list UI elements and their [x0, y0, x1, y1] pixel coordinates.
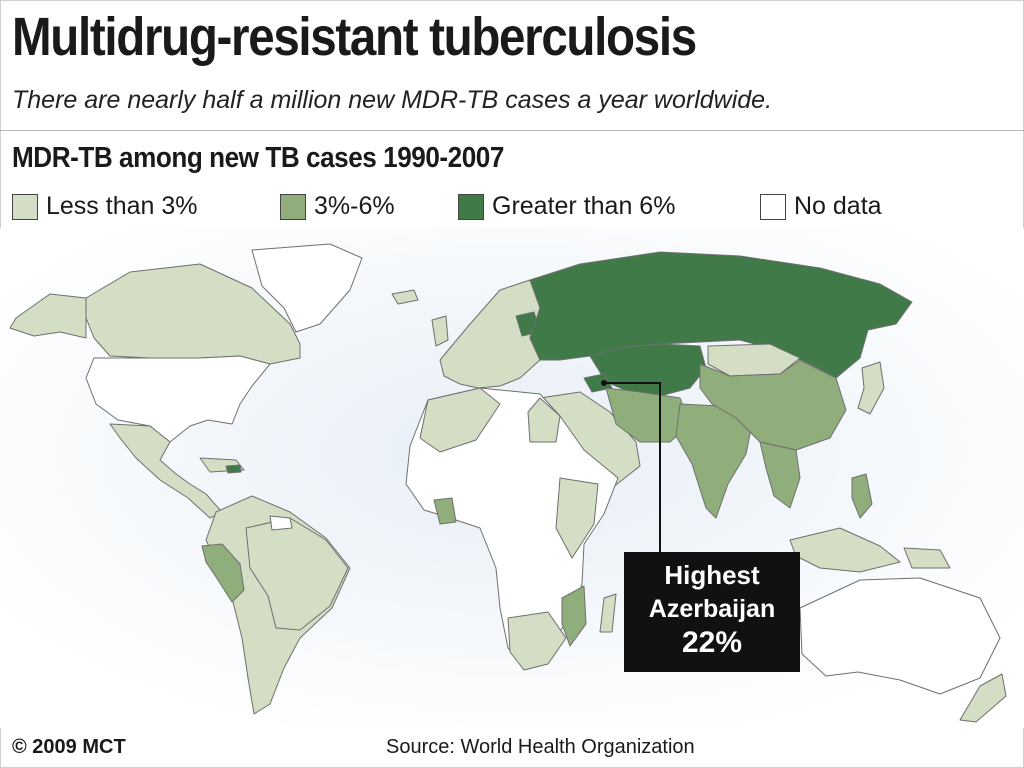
- region-iceland: [391, 289, 419, 305]
- legend-label: Less than 3%: [46, 192, 198, 220]
- callout-country: Azerbaijan: [648, 595, 776, 623]
- map-title: MDR-TB among new TB cases 1990-2007: [12, 142, 504, 174]
- page-title: Multidrug-resistant tuberculosis: [12, 7, 697, 67]
- region-china: [699, 359, 847, 451]
- region-caucasus: [583, 373, 613, 393]
- page-subtitle: There are nearly half a million new MDR-…: [12, 86, 773, 114]
- region-mexico: [109, 423, 223, 519]
- divider: [0, 130, 1024, 131]
- region-alaska: [9, 293, 87, 339]
- region-united-states: [85, 355, 271, 443]
- region-southern-africa: [507, 611, 567, 671]
- legend-label: 3%-6%: [314, 192, 395, 220]
- legend-item-less-than-3: Less than 3%: [12, 192, 198, 221]
- region-madagascar: [599, 593, 617, 633]
- legend-item-greater-than-6: Greater than 6%: [458, 192, 675, 221]
- region-peru: [201, 543, 245, 603]
- region-west-africa: [433, 497, 457, 525]
- azerbaijan-marker: [601, 380, 607, 386]
- callout-value: 22%: [681, 626, 743, 659]
- highest-callout: Highest Azerbaijan 22%: [624, 552, 800, 672]
- region-new-zealand: [959, 673, 1007, 723]
- source-note: Source: World Health Organization: [386, 736, 695, 758]
- region-egypt: [527, 397, 561, 443]
- legend-label: No data: [794, 192, 882, 220]
- region-new-guinea: [903, 547, 951, 569]
- region-indonesia: [789, 527, 901, 573]
- region-mozambique: [561, 585, 587, 647]
- region-japan: [857, 361, 885, 415]
- region-dominican-republic: [225, 464, 242, 474]
- region-greenland: [251, 243, 363, 333]
- region-southeast-asia: [759, 441, 801, 509]
- legend-swatch: [760, 193, 786, 220]
- region-australia: [799, 577, 1001, 695]
- legend: Less than 3% 3%-6% Greater than 6% No da…: [12, 192, 1012, 222]
- legend-swatch: [280, 193, 306, 220]
- region-north-africa: [419, 387, 501, 453]
- region-guyana: [269, 515, 293, 531]
- world-map: [0, 228, 1024, 728]
- region-uk: [431, 315, 449, 347]
- legend-swatch: [458, 193, 484, 220]
- legend-swatch: [12, 193, 38, 220]
- callout-heading: Highest: [664, 560, 760, 590]
- region-east-africa: [555, 477, 599, 559]
- region-brazil: [245, 517, 349, 631]
- legend-item-no-data: No data: [760, 192, 882, 221]
- copyright-credit: © 2009 MCT: [12, 736, 126, 758]
- region-russia: [529, 251, 913, 379]
- region-philippines: [851, 473, 873, 519]
- legend-label: Greater than 6%: [492, 192, 676, 220]
- callout-leader-line: [604, 382, 661, 552]
- legend-item-3-to-6: 3%-6%: [280, 192, 395, 221]
